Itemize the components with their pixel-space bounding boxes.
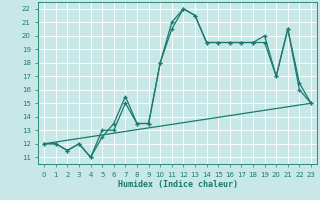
X-axis label: Humidex (Indice chaleur): Humidex (Indice chaleur) [118,180,238,189]
